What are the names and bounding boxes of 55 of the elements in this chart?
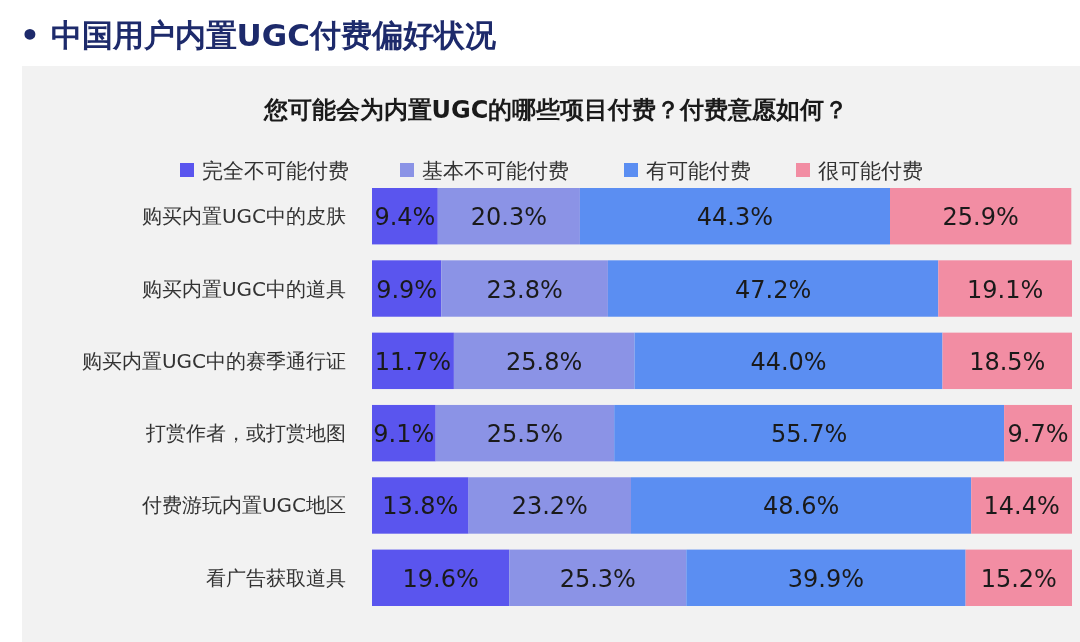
bar <box>614 404 1005 462</box>
y-tick-label: 购买内置UGC中的道具 <box>141 276 346 301</box>
data-label: 13.8% <box>382 492 459 521</box>
data-label: 19.6% <box>402 564 479 593</box>
bar <box>435 404 615 462</box>
data-label: 11.7% <box>374 347 452 376</box>
data-label: 44.0% <box>750 347 827 376</box>
bar <box>372 477 469 534</box>
legend-label: 完全不可能付费 <box>202 159 349 183</box>
data-label: 9.7% <box>1007 420 1069 449</box>
data-label: 23.8% <box>486 275 563 304</box>
data-label: 9.1% <box>373 420 435 449</box>
bar <box>938 260 1072 317</box>
data-label: 25.9% <box>942 203 1019 232</box>
data-label: 19.1% <box>967 275 1044 304</box>
y-tick-label: 付费游玩内置UGC地区 <box>140 493 346 518</box>
data-label: 14.4% <box>983 492 1060 521</box>
data-label: 9.4% <box>374 203 436 232</box>
bar <box>971 477 1072 534</box>
data-label: 44.3% <box>696 203 774 232</box>
data-label: 48.6% <box>762 492 840 521</box>
bar <box>509 549 687 606</box>
legend-label: 很可能付费 <box>818 159 923 183</box>
bar <box>468 477 631 534</box>
data-label: 25.3% <box>559 564 636 593</box>
bar <box>453 332 635 390</box>
bar <box>607 260 939 317</box>
y-tick-label: 打赏作者，或打赏地图 <box>145 421 346 446</box>
data-label: 23.2% <box>511 492 588 521</box>
data-label: 20.3% <box>470 203 547 232</box>
data-label: 55.7% <box>771 420 848 449</box>
bar <box>890 188 1072 245</box>
legend-label: 有可能付费 <box>646 159 751 183</box>
bar <box>579 188 890 245</box>
bar <box>437 188 580 245</box>
y-tick-label: 购买内置UGC中的皮肤 <box>141 204 346 229</box>
data-label: 25.5% <box>486 420 564 449</box>
bar <box>942 332 1072 390</box>
y-tick-label: 看广告获取道具 <box>206 565 346 590</box>
bar <box>631 477 972 534</box>
data-label: 39.9% <box>787 564 865 593</box>
chart-subtitle: 您可能会为内置UGC的哪些项目付费？付费意愿如何？ <box>262 96 849 124</box>
bar <box>965 549 1072 606</box>
chart-title: • 中国用户内置UGC付费偏好状况 <box>20 17 497 53</box>
data-label: 47.2% <box>734 275 812 304</box>
bar <box>634 332 943 390</box>
data-label: 9.9% <box>376 275 438 304</box>
data-label: 18.5% <box>969 347 1046 376</box>
bar <box>686 549 966 606</box>
data-label: 15.2% <box>980 564 1057 593</box>
bar <box>441 260 608 317</box>
y-tick-label: 购买内置UGC中的赛季通行证 <box>81 348 346 373</box>
bar <box>372 549 510 606</box>
legend-label: 基本不可能付费 <box>422 159 569 183</box>
data-label: 25.8% <box>506 347 583 376</box>
